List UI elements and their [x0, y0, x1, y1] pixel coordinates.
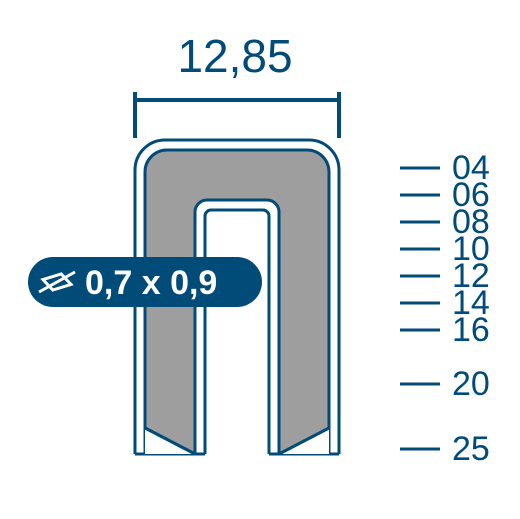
- width-label: 12,85: [177, 30, 292, 82]
- scale-label: 25: [452, 430, 490, 468]
- badge-label: 0,7 x 0,9: [85, 264, 217, 302]
- staple-dimension-diagram: 12,85 040608101214162025 0,7 x 0,9: [0, 0, 520, 519]
- scale-label: 20: [452, 365, 490, 403]
- wire-size-badge: 0,7 x 0,9: [28, 257, 262, 307]
- width-dimension: 12,85: [135, 30, 339, 138]
- scale-label: 16: [452, 311, 490, 349]
- length-scale: 040608101214162025: [400, 149, 490, 468]
